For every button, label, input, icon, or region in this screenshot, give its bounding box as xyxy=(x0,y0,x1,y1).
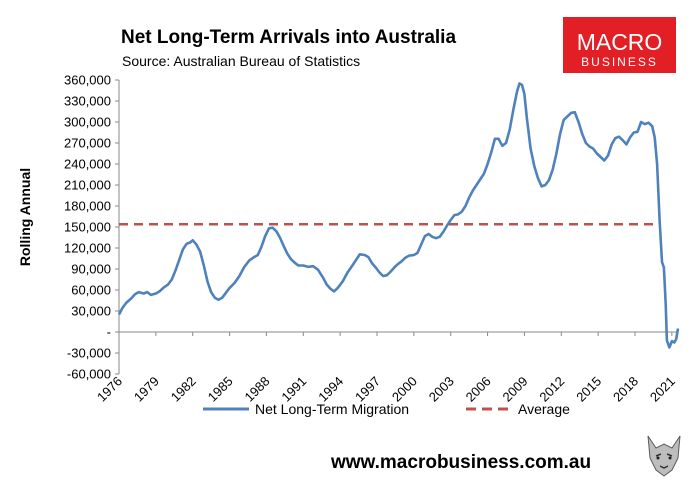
x-ticks: 1976 1979 1982 1985 1988 1991 1994 1997 2000 2003… xyxy=(94,332,678,405)
y-tick-label: -60,000 xyxy=(67,367,111,382)
y-tick-label: 300,000 xyxy=(64,115,111,130)
y-tick-label: 120,000 xyxy=(64,241,111,256)
x-tick-label: 2021 xyxy=(647,374,678,405)
y-axis-label: Rolling Annual xyxy=(17,168,33,266)
x-tick-label: 2012 xyxy=(536,374,567,405)
logo-background xyxy=(563,17,676,73)
x-tick-label: 1979 xyxy=(131,374,162,405)
y-tick-label: 210,000 xyxy=(64,178,111,193)
y-tick-label: 60,000 xyxy=(71,283,111,298)
legend-label-average: Average xyxy=(518,401,570,417)
x-tick-label: 1982 xyxy=(168,374,199,405)
x-tick-label: 1991 xyxy=(278,374,309,405)
x-tick-label: 2015 xyxy=(573,374,604,405)
logo-line1: MACRO xyxy=(577,29,663,55)
y-tick-label: - xyxy=(107,325,111,340)
y-tick-label: -30,000 xyxy=(67,346,111,361)
macro-business-logo: MACRO BUSINESS xyxy=(563,17,676,73)
x-tick-label: 2000 xyxy=(389,374,420,405)
series-layer xyxy=(117,82,680,349)
x-tick-label: 2003 xyxy=(426,374,457,405)
x-tick-label: 1988 xyxy=(241,374,272,405)
y-tick-label: 360,000 xyxy=(64,73,111,88)
wolf-icon xyxy=(644,432,684,477)
x-tick-label: 1994 xyxy=(315,374,346,405)
y-tick-label: 150,000 xyxy=(64,220,111,235)
y-tick-label: 270,000 xyxy=(64,136,111,151)
y-tick-label: 30,000 xyxy=(71,304,111,319)
chart-subtitle: Source: Australian Bureau of Statistics xyxy=(122,53,360,69)
legend-label-migration: Net Long-Term Migration xyxy=(255,401,409,417)
y-tick-label: 90,000 xyxy=(71,262,111,277)
y-tick-label: 180,000 xyxy=(64,199,111,214)
y-tick-label: 330,000 xyxy=(64,94,111,109)
footer-url: www.macrobusiness.com.au xyxy=(330,452,591,473)
x-tick-label: 2018 xyxy=(610,374,641,405)
y-ticks: 360,000 330,000 300,000 270,000 240,000 210,0… xyxy=(64,73,119,382)
x-tick-label: 2006 xyxy=(463,374,494,405)
logo-line2: BUSINESS xyxy=(581,55,658,69)
x-tick-label: 1997 xyxy=(352,374,383,405)
migration-series-line xyxy=(117,82,680,349)
x-tick-label: 1985 xyxy=(205,374,236,405)
y-tick-label: 240,000 xyxy=(64,157,111,172)
chart-title: Net Long-Term Arrivals into Australia xyxy=(121,27,456,48)
x-tick-label: 2009 xyxy=(499,374,530,405)
legend: Net Long-Term Migration Average xyxy=(203,401,570,417)
